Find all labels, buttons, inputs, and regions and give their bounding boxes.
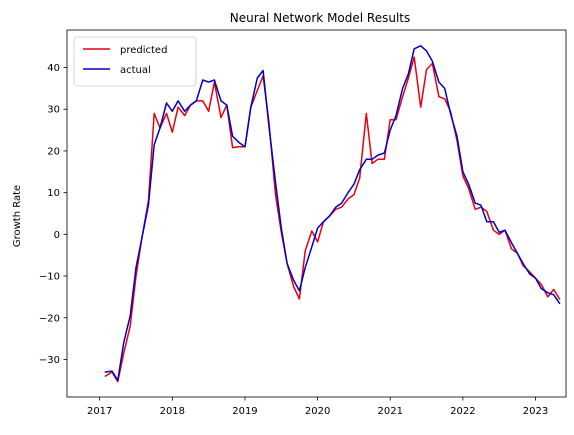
legend-label-actual: actual [120,65,151,76]
y-tick-label: 10 [47,188,60,199]
y-tick-label: −20 [39,313,60,324]
legend: predicted actual [73,36,197,87]
series-line-actual [104,45,561,382]
x-tick-label: 2019 [232,406,257,417]
x-tick-label: 2018 [160,406,185,417]
plot-area [104,45,561,383]
y-tick-label: −30 [39,355,60,366]
legend-label-predicted: predicted [120,45,167,56]
x-tick-label: 2017 [87,406,112,417]
x-tick-label: 2023 [523,406,548,417]
chart-title: Neural Network Model Results [230,11,411,25]
y-axis-label: Growth Rate [12,185,23,247]
x-tick-label: 2022 [450,406,475,417]
y-tick-label: 30 [47,105,60,116]
y-tick-label: −10 [39,272,60,283]
y-tick-label: 0 [54,230,60,241]
y-tick-label: 20 [47,146,60,157]
plot-frame [66,29,567,398]
x-tick-label: 2021 [377,406,402,417]
y-tick-label: 40 [47,63,60,74]
x-tick-label: 2020 [305,406,330,417]
